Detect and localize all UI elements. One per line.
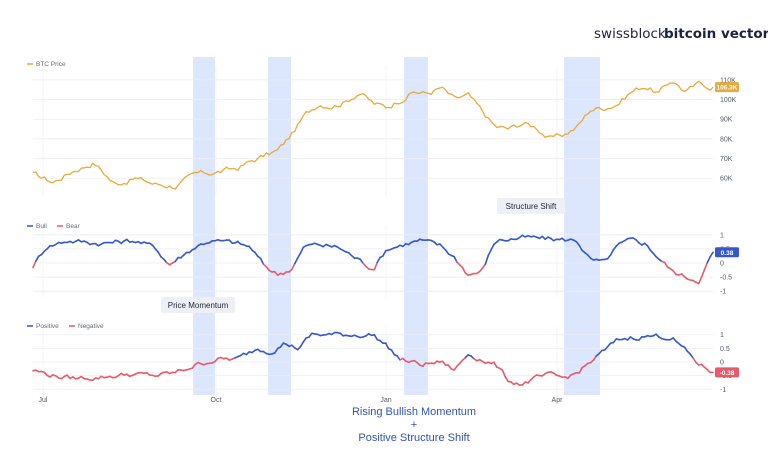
series-momentum-segment	[273, 347, 279, 354]
series-momentum-segment	[683, 346, 689, 353]
series-momentum-segment	[390, 349, 396, 356]
legend-price: BTC Price	[27, 61, 66, 68]
series-momentum-segment	[493, 361, 498, 368]
series-structure-segment	[487, 249, 492, 257]
legend-momentum: Positive Negative	[27, 323, 104, 330]
legend-positive: Positive	[36, 323, 59, 330]
y-tick-label: 0.5	[720, 346, 730, 353]
y-tick-label: 80K	[720, 136, 733, 143]
legend-bull: Bull	[36, 223, 47, 230]
series-momentum-segment	[692, 357, 697, 364]
series-structure-segment	[663, 261, 669, 268]
series-momentum-segment	[299, 341, 305, 348]
series-structure-segment	[709, 251, 714, 258]
x-tick-label: Jul	[39, 397, 48, 404]
last-value-badge	[715, 367, 739, 378]
series-structure-segment	[254, 251, 259, 258]
series-structure-segment	[703, 261, 709, 271]
y-tick-label: 90K	[720, 117, 733, 124]
svg-text:Structure Shift: Structure Shift	[506, 202, 557, 211]
annotation-price-momentum: Price Momentum	[161, 297, 235, 313]
series-momentum-segment	[384, 342, 390, 350]
y-tick-label: 100K	[720, 97, 737, 104]
y-tick-label: 0	[720, 360, 724, 367]
series-structure-segment	[376, 256, 381, 264]
series-layer	[32, 80, 714, 386]
series-structure-segment	[293, 257, 299, 265]
last-value-label: -0.38	[720, 370, 735, 377]
series-structure-segment	[481, 263, 487, 269]
series-structure-segment	[609, 249, 615, 256]
series-momentum-segment	[592, 355, 598, 361]
annotation-structure-shift: Structure Shift	[497, 198, 565, 214]
series-momentum-segment	[396, 355, 401, 361]
series-structure-segment	[700, 268, 706, 278]
series-momentum-segment	[279, 342, 285, 348]
caption-line-3: Positive Structure Shift	[358, 432, 469, 444]
series-btc-price	[32, 80, 714, 190]
x-tick-label: Oct	[211, 397, 222, 404]
legend-negative: Negative	[78, 323, 104, 330]
highlight-bands	[193, 57, 600, 395]
series-structure-segment	[34, 255, 40, 263]
series-momentum-segment	[441, 360, 447, 367]
series-structure-segment	[291, 262, 296, 271]
series-structure-segment	[444, 249, 450, 255]
y-tick-label: -1	[720, 289, 726, 296]
series-structure-segment	[578, 244, 583, 252]
series-structure-segment	[296, 252, 302, 259]
series-momentum-segment	[501, 369, 507, 378]
y-tick-label: 60K	[720, 176, 733, 183]
y-tick-label: -0.5	[720, 275, 732, 282]
legend-structure: Bull Bear	[27, 223, 81, 230]
last-value-label: 106.3K	[717, 85, 738, 92]
y-tick-label: 70K	[720, 156, 733, 163]
y-tick-label: 0	[720, 261, 724, 268]
series-momentum-segment	[302, 337, 307, 343]
highlight-band-4	[564, 57, 600, 395]
series-momentum-segment	[373, 333, 379, 341]
highlight-band-1	[193, 57, 215, 395]
x-tick-label: Jan	[380, 397, 391, 404]
caption-line-1: Rising Bullish Momentum	[352, 406, 476, 418]
gridlines	[33, 66, 713, 396]
last-value-badge	[715, 247, 739, 258]
series-structure-segment	[373, 261, 379, 271]
series-structure-segment	[646, 245, 652, 252]
series-momentum-segment	[578, 366, 583, 374]
brand-bitcoin-vector: bitcoin vector	[664, 26, 768, 42]
series-momentum-segment	[689, 353, 694, 359]
y-tick-label: 1	[720, 232, 724, 239]
series-structure-segment	[484, 254, 490, 265]
brand-swissblock: swissblock	[594, 26, 666, 42]
caption-line-2: +	[411, 419, 417, 431]
legend-btc-price: BTC Price	[36, 61, 66, 68]
svg-text:Price Momentum: Price Momentum	[168, 301, 229, 310]
last-value-badge	[715, 82, 739, 93]
series-structure-segment	[259, 257, 265, 266]
series-structure-segment	[382, 249, 387, 257]
y-tick-label: 1	[720, 332, 724, 339]
series-structure-segment	[490, 243, 495, 251]
series-structure-segment	[359, 258, 364, 264]
x-tick-label: Apr	[552, 397, 564, 404]
series-structure-segment	[453, 255, 458, 263]
series-structure-segment	[461, 266, 467, 275]
legend-bear: Bear	[66, 223, 81, 230]
series-momentum-segment	[504, 376, 509, 383]
series-structure-segment	[32, 260, 37, 269]
y-tick-label: 110K	[720, 77, 736, 84]
highlight-band-3	[404, 57, 428, 395]
y-tick-label: -1	[720, 387, 726, 394]
series-structure-segment	[157, 251, 162, 258]
series-structure-segment	[697, 276, 703, 285]
series-structure-segment	[299, 246, 305, 255]
series-structure-segment	[706, 255, 712, 264]
last-value-label: 0.38	[721, 250, 734, 257]
